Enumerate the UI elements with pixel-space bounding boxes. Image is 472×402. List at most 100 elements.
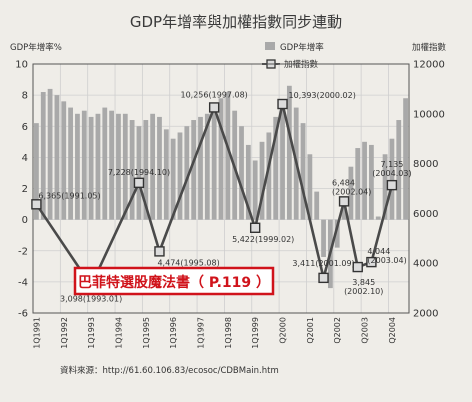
gdp-bar — [81, 110, 87, 220]
gdp-bar — [88, 116, 94, 220]
gdp-bar — [150, 113, 156, 220]
right-tick-label: 12000 — [413, 60, 445, 71]
left-axis: 10 8 6 4 2 0 -2 -4 -6 — [15, 60, 28, 320]
gdp-bar — [157, 116, 162, 220]
index-marker — [386, 179, 398, 191]
right-axis: 12000 10000 8000 6000 4000 2000 — [413, 60, 445, 320]
gdp-bar — [225, 92, 231, 220]
gdp-bar — [382, 154, 388, 220]
right-tick-label: 10000 — [413, 109, 445, 120]
gdp-bar — [102, 107, 108, 220]
source-note: 資料來源：http://61.60.106.83/ecosoc/CDBMain.… — [60, 365, 279, 376]
x-tick-label: 1Q1996 — [169, 317, 178, 349]
left-tick-label: 10 — [15, 60, 28, 71]
stamp-text: 巴菲特選股魔法書（ P.119 ） — [78, 274, 270, 291]
index-annotation: (2004.03) — [372, 169, 411, 178]
gdp-bar — [300, 123, 306, 220]
index-marker — [31, 199, 42, 210]
gdp-bar — [143, 120, 149, 220]
gdp-bar — [245, 144, 251, 220]
x-tick-label: Q2001 — [306, 317, 315, 344]
left-tick-label: 8 — [22, 91, 28, 102]
gdp-bar — [184, 126, 190, 220]
left-axis-title: GDP年增率% — [10, 42, 62, 53]
index-marker — [208, 102, 220, 113]
gdp-bar — [375, 216, 381, 220]
gdp-bar — [252, 160, 258, 220]
gdp-bar — [239, 126, 244, 220]
left-tick-label: -6 — [18, 309, 28, 320]
x-tick-label: Q2004 — [388, 317, 397, 344]
x-tick-label: Q2003 — [361, 317, 370, 344]
gdp-bar — [218, 98, 224, 220]
legend: GDP年增率 加權指數 — [262, 42, 324, 70]
left-tick-label: 4 — [22, 153, 28, 164]
legend-bar-swatch — [265, 42, 275, 50]
legend-bar-label: GDP年增率 — [280, 42, 324, 53]
gdp-bar — [40, 92, 46, 220]
x-tick-label: 1Q1991 — [32, 317, 41, 349]
index-annotation: (2002.04) — [332, 187, 371, 196]
gdp-bar — [75, 113, 80, 220]
left-tick-label: -4 — [18, 277, 28, 288]
index-annotation: 4,044 — [367, 247, 390, 256]
index-marker — [366, 256, 377, 268]
gdp-bar — [348, 166, 354, 220]
gdp-bar — [116, 113, 121, 220]
gdp-bar — [47, 88, 53, 220]
gdp-bar — [369, 144, 374, 220]
x-tick-label: 1Q1997 — [196, 317, 205, 349]
index-annotation: 5,422(1999.02) — [232, 235, 294, 244]
gdp-bar — [286, 85, 292, 220]
gdp-bar — [362, 141, 367, 220]
index-marker — [249, 222, 261, 233]
x-tick-label: 1Q1992 — [60, 317, 69, 349]
gdp-bar — [129, 120, 135, 220]
left-tick-label: -2 — [18, 246, 28, 257]
x-axis: 1Q1991 1Q1992 1Q1993 1Q1994 1Q1995 1Q1996 1Q19… — [32, 317, 396, 349]
gdp-bar — [334, 219, 340, 248]
gdp-bar — [61, 101, 67, 220]
x-tick-label: 1Q1993 — [87, 317, 96, 349]
index-annotation: (2002.10) — [344, 287, 383, 296]
x-tick-label: 1Q1999 — [251, 317, 260, 349]
index-marker — [338, 196, 350, 207]
index-annotation: (2003.04) — [367, 256, 406, 265]
index-annotation: 3,845 — [352, 278, 375, 287]
gdp-bar — [68, 107, 73, 220]
x-tick-label: Q2002 — [333, 317, 342, 344]
gdp-bar — [204, 113, 210, 220]
gdp-bar — [109, 110, 115, 220]
index-line — [31, 98, 398, 291]
gdp-bar — [266, 132, 272, 220]
gdp-bar — [273, 116, 279, 220]
stamp-box — [73, 266, 275, 296]
index-marker — [318, 272, 329, 284]
right-tick-label: 2000 — [413, 309, 438, 320]
gdp-bar — [314, 191, 320, 220]
gdp-bar — [34, 123, 39, 220]
right-tick-label: 8000 — [413, 159, 438, 170]
gdp-bar — [396, 120, 402, 220]
gdp-bar — [163, 129, 169, 220]
gdp-bar — [198, 116, 203, 220]
gdp-bar — [307, 154, 313, 220]
right-axis-title: 加權指數 — [412, 42, 447, 53]
index-annotation: 3,098(1993.01) — [60, 295, 122, 304]
x-tick-label: 1Q1994 — [114, 317, 123, 349]
gdp-bar — [403, 98, 408, 220]
index-annotation: 10,256(1997.08) — [180, 90, 247, 99]
left-tick-label: 0 — [22, 215, 28, 226]
plot-frame — [32, 63, 410, 314]
gdp-bar — [341, 197, 347, 220]
annotations: 6,365(1991.05) 3,098(1993.01) 7,228(1994.1… — [38, 90, 411, 303]
gdp-bar — [54, 95, 60, 220]
index-marker — [154, 246, 165, 257]
x-tick-label: 1Q1998 — [224, 317, 233, 349]
stamp: 巴菲特選股魔法書（ P.119 ） — [73, 266, 275, 296]
left-tick-label: 6 — [22, 122, 28, 133]
chart-title: GDP年增率與加權指數同步連動 — [130, 13, 342, 31]
index-annotation: 6,365(1991.05) — [38, 191, 100, 200]
